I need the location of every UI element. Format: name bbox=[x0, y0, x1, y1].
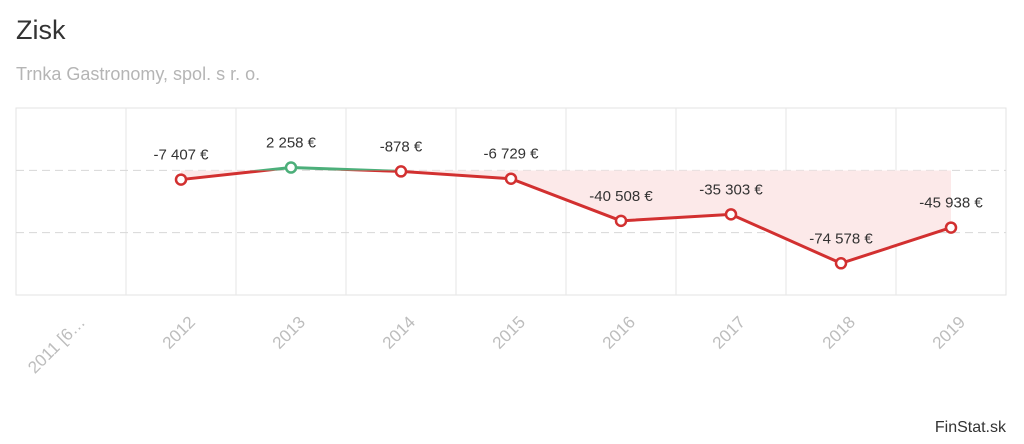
x-tick-label: 2012 bbox=[159, 313, 199, 353]
value-label: 2 258 € bbox=[266, 134, 317, 151]
value-label: -878 € bbox=[380, 138, 423, 155]
area bbox=[181, 170, 951, 264]
x-tick-label: 2016 bbox=[599, 313, 639, 353]
x-tick-label: 2013 bbox=[269, 313, 309, 353]
source: FinStat.sk bbox=[935, 419, 1007, 436]
value-label: -74 578 € bbox=[809, 230, 873, 247]
value-label: -35 303 € bbox=[699, 181, 763, 198]
point bbox=[724, 208, 738, 221]
point bbox=[504, 172, 518, 185]
line-positive bbox=[251, 166, 408, 171]
line-negative bbox=[180, 170, 952, 265]
x-tick-label: 2014 bbox=[379, 313, 419, 353]
x-tick-label: 2017 bbox=[709, 313, 749, 353]
point bbox=[394, 165, 408, 178]
point bbox=[614, 214, 628, 228]
value-label: -40 508 € bbox=[589, 188, 653, 205]
x-tick-label: 2015 bbox=[489, 313, 529, 353]
point bbox=[944, 221, 958, 234]
point bbox=[284, 161, 298, 174]
point bbox=[174, 173, 188, 186]
point bbox=[834, 257, 848, 270]
x-tick-label: 2011 [6… bbox=[24, 313, 89, 378]
chart-title: Zisk bbox=[16, 15, 66, 45]
x-tick-label: 2018 bbox=[819, 313, 859, 353]
plot-frame bbox=[15, 107, 1007, 296]
chart-subtitle: Trnka Gastronomy, spol. s r. o. bbox=[16, 64, 260, 84]
value-label: -6 729 € bbox=[483, 146, 539, 163]
value-label: -7 407 € bbox=[153, 147, 209, 164]
value-label: -45 938 € bbox=[919, 195, 983, 212]
x-tick-label: 2019 bbox=[929, 313, 969, 353]
